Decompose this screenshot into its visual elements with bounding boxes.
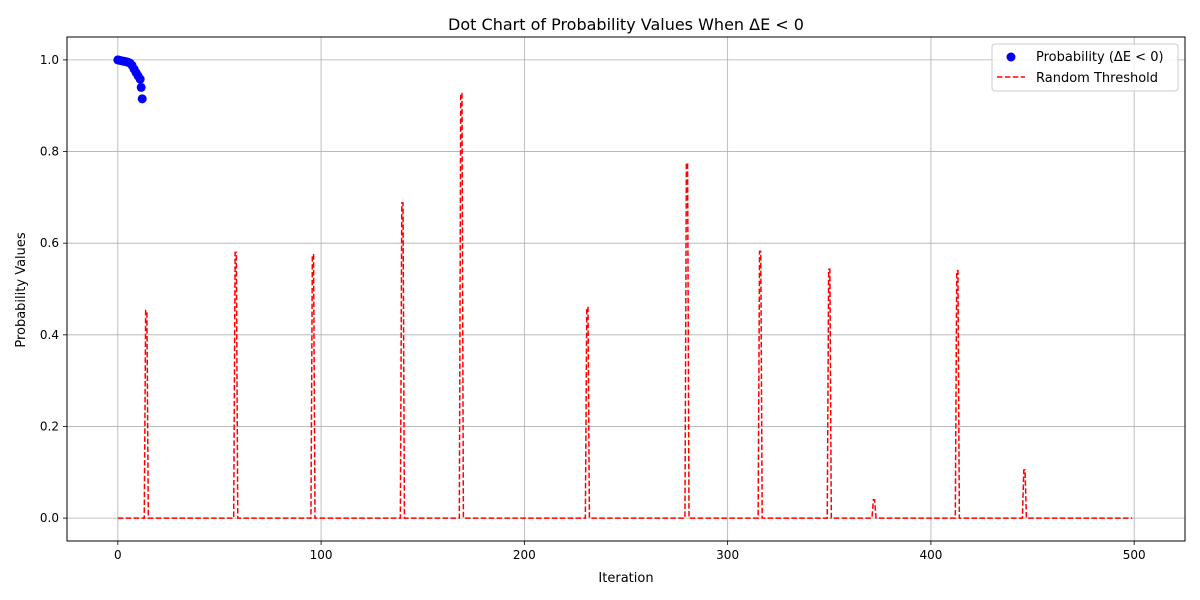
y-tick-label: 0.8 — [40, 145, 59, 159]
legend-label-threshold: Random Threshold — [1036, 71, 1158, 86]
y-axis-label: Probability Values — [14, 232, 29, 348]
x-tick-label: 500 — [1123, 548, 1146, 562]
x-tick-label: 100 — [310, 548, 333, 562]
plot-frame — [66, 36, 1186, 542]
y-tick-label: 0.6 — [40, 236, 59, 250]
x-tick-label: 200 — [513, 548, 536, 562]
probability-point — [136, 82, 146, 92]
x-tick-label: 400 — [919, 548, 942, 562]
x-axis-label: Iteration — [598, 571, 653, 586]
y-axis: 0.0 0.2 0.4 0.6 0.8 1.0 — [40, 53, 67, 525]
x-tick-label: 300 — [716, 548, 739, 562]
probability-point — [135, 74, 145, 84]
x-axis: 0 100 200 300 400 500 — [114, 541, 1146, 562]
x-tick-label: 0 — [114, 548, 122, 562]
legend-marker-probability — [1006, 52, 1016, 62]
y-tick-label: 0.4 — [40, 328, 59, 342]
probability-point — [137, 94, 147, 104]
legend-box — [991, 43, 1179, 92]
legend: Probability (ΔE < 0) Random Threshold — [991, 43, 1179, 92]
y-tick-label: 0.2 — [40, 419, 59, 433]
chart-title: Dot Chart of Probability Values When ΔE … — [448, 15, 804, 34]
probability-series — [113, 55, 147, 104]
legend-label-probability: Probability (ΔE < 0) — [1036, 50, 1164, 65]
y-tick-label: 0.0 — [40, 511, 59, 525]
y-tick-label: 1.0 — [40, 53, 59, 67]
